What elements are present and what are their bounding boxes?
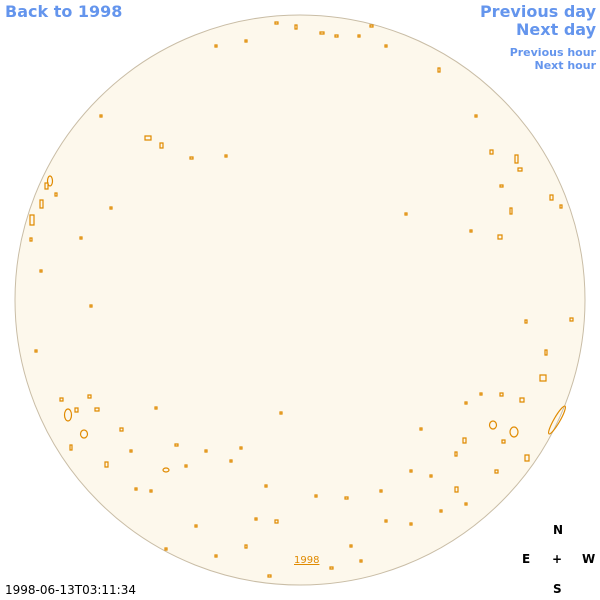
- compass-west: W: [582, 552, 596, 566]
- previous-hour-link[interactable]: Previous hour: [509, 46, 596, 59]
- compass-south: S: [553, 582, 562, 596]
- compass-north: N: [553, 523, 564, 537]
- contour: [509, 426, 519, 438]
- compass-center: +: [552, 552, 563, 566]
- next-hour-link[interactable]: Next hour: [534, 59, 597, 72]
- timestamp: 1998-06-13T03:11:34: [5, 583, 136, 597]
- contour: [547, 405, 567, 435]
- contours: [29, 21, 574, 578]
- back-link[interactable]: Back to 1998: [5, 2, 123, 21]
- contour: [79, 429, 89, 439]
- contour: [63, 408, 73, 422]
- contour: [46, 175, 54, 187]
- previous-day-link[interactable]: Previous day: [479, 2, 596, 21]
- solar-disk: [14, 14, 586, 586]
- next-day-link[interactable]: Next day: [516, 20, 596, 39]
- year-link[interactable]: 1998: [294, 555, 320, 566]
- contour: [162, 467, 170, 473]
- contour: [488, 420, 498, 430]
- compass-east: E: [522, 552, 531, 566]
